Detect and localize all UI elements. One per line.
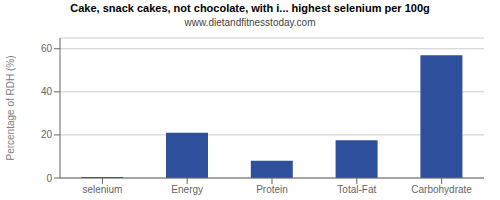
html-text:www.dietandfitnesstoday.com: www.dietandfitnesstoday.com — [184, 17, 316, 28]
svg-text:20: 20 — [41, 129, 53, 140]
svg-text:Energy: Energy — [171, 184, 203, 195]
svg-text:40: 40 — [41, 86, 53, 97]
svg-text:selenium: selenium — [82, 184, 122, 195]
svg-text:60: 60 — [41, 43, 53, 54]
svg-text:Carbohydrate: Carbohydrate — [411, 184, 472, 195]
svg-text:Protein: Protein — [256, 184, 288, 195]
svg-text:Percentage of RDH (%): Percentage of RDH (%) — [5, 55, 16, 160]
html-text:Cake, snack cakes, not chocola: Cake, snack cakes, not chocolate, with i… — [70, 2, 430, 14]
svg-text:0: 0 — [46, 173, 52, 184]
svg-text:Total-Fat: Total-Fat — [337, 184, 376, 195]
